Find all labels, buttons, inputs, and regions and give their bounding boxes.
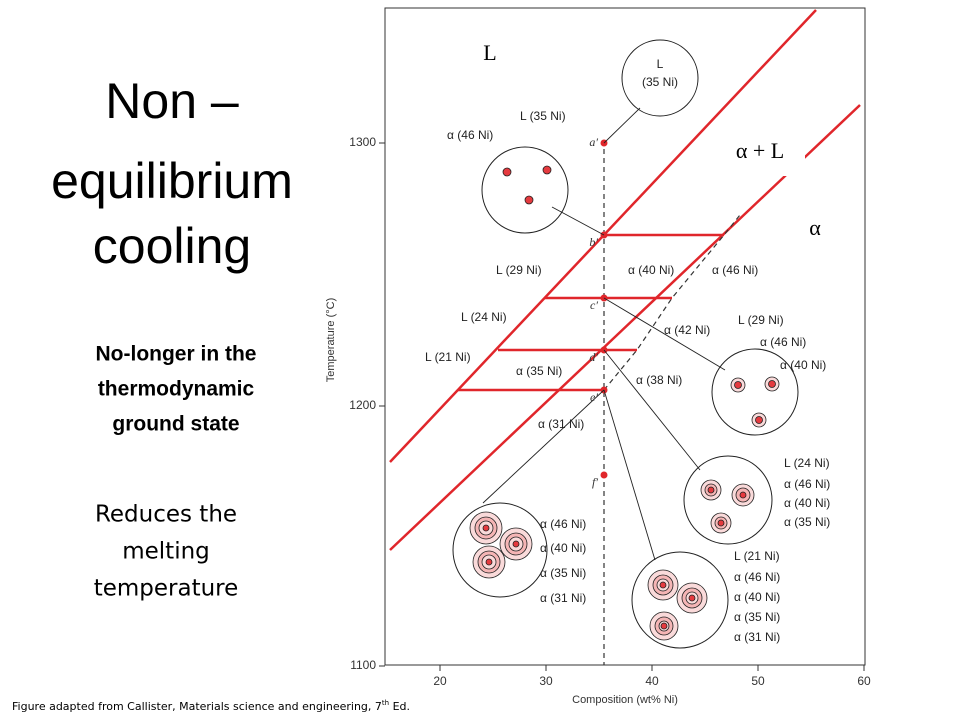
grain-ring xyxy=(707,486,715,494)
y-tick-label: 1300 xyxy=(349,135,376,149)
annotation: α (46 Ni) xyxy=(447,128,493,142)
microstructure xyxy=(683,455,773,545)
annotation: α (31 Ni) xyxy=(540,591,586,605)
title-line: Non – xyxy=(105,73,239,129)
x-tick-label: 60 xyxy=(857,674,871,688)
annotation: α (46 Ni) xyxy=(734,570,780,584)
region-label: L xyxy=(483,40,496,65)
microstructure xyxy=(711,348,799,436)
annotation: α (40 Ni) xyxy=(540,541,586,555)
grain-ring xyxy=(659,581,667,589)
grain-ring xyxy=(768,380,776,388)
leader-line xyxy=(603,349,701,471)
footer-sup: th xyxy=(382,699,389,707)
grain-ring xyxy=(717,519,725,527)
y-axis-title: Temperature (°C) xyxy=(325,298,337,382)
grain-ring xyxy=(524,195,534,205)
microstructure xyxy=(621,39,699,117)
annotation: L xyxy=(657,57,664,71)
point xyxy=(600,471,608,479)
annotation: L (29 Ni) xyxy=(496,263,542,277)
title-line: equilibrium xyxy=(51,153,293,209)
grain-ring xyxy=(542,165,552,175)
footer-text: Ed. xyxy=(389,700,410,713)
annotation: L (21 Ni) xyxy=(425,350,471,364)
region-label: α xyxy=(809,215,821,240)
body-line: temperature xyxy=(94,576,239,602)
leader-line xyxy=(603,389,656,561)
subtitle-line: thermodynamic xyxy=(98,378,255,401)
leader-line xyxy=(603,107,641,144)
grain-ring xyxy=(660,622,668,630)
annotation: L (21 Ni) xyxy=(734,549,780,563)
annotation: α (40 Ni) xyxy=(734,590,780,604)
annotation: L (24 Ni) xyxy=(784,456,830,470)
point-label: c′ xyxy=(590,298,598,312)
annotation: L (35 Ni) xyxy=(520,109,566,123)
annotation: α (42 Ni) xyxy=(664,323,710,337)
annotation: α (46 Ni) xyxy=(712,263,758,277)
label-background xyxy=(715,128,805,176)
x-tick-label: 30 xyxy=(539,674,553,688)
solidus-line xyxy=(389,104,861,551)
point-label: a′ xyxy=(589,135,598,149)
microstructure xyxy=(481,146,569,234)
annotation: α (35 Ni) xyxy=(784,515,830,529)
x-tick-label: 40 xyxy=(645,674,659,688)
annotation: α (31 Ni) xyxy=(538,417,584,431)
annotation: α (35 Ni) xyxy=(516,364,562,378)
annotation: α (40 Ni) xyxy=(784,496,830,510)
region-label: α + L xyxy=(736,138,784,163)
grain-ring xyxy=(512,540,520,548)
leader-line xyxy=(482,389,605,504)
footer: Figure adapted from Callister, Materials… xyxy=(12,699,410,713)
annotation: α (46 Ni) xyxy=(760,335,806,349)
grain-ring xyxy=(485,558,493,566)
footer-text: Figure adapted from Callister, Materials… xyxy=(12,700,382,713)
grain-ring xyxy=(739,491,747,499)
x-tick-label: 20 xyxy=(433,674,447,688)
y-tick-label: 1100 xyxy=(350,658,376,672)
x-tick-label: 50 xyxy=(751,674,765,688)
x-axis-title: Composition (wt% Ni) xyxy=(572,694,678,706)
point-label: b′ xyxy=(589,235,598,249)
annotation: α (46 Ni) xyxy=(540,517,586,531)
annotation: α (31 Ni) xyxy=(734,630,780,644)
subtitle-line: No-longer in the xyxy=(96,343,257,366)
annotation: α (46 Ni) xyxy=(784,477,830,491)
subtitle-line: ground state xyxy=(112,413,239,436)
plot-frame xyxy=(384,7,866,666)
leader-line xyxy=(603,297,726,371)
annotation: α (40 Ni) xyxy=(628,263,674,277)
annotation: α (38 Ni) xyxy=(636,373,682,387)
body-line: Reduces the xyxy=(95,502,237,528)
grain-ring xyxy=(482,524,490,532)
point-label: e′ xyxy=(590,390,598,404)
grain-ring xyxy=(755,416,763,424)
point-label: d′ xyxy=(589,350,598,364)
grain-ring xyxy=(688,594,696,602)
grain-ring xyxy=(734,381,742,389)
leader-line xyxy=(551,206,605,236)
grain-ring xyxy=(502,167,512,177)
annotation: α (40 Ni) xyxy=(780,358,826,372)
annotation: α (35 Ni) xyxy=(734,610,780,624)
annotation: L (24 Ni) xyxy=(461,310,507,324)
annotation: α (35 Ni) xyxy=(540,566,586,580)
title-line: cooling xyxy=(93,218,251,274)
point-label: f′ xyxy=(592,475,598,489)
annotation: L (29 Ni) xyxy=(738,313,784,327)
y-tick-label: 1200 xyxy=(349,398,376,412)
annotation: (35 Ni) xyxy=(642,75,678,89)
body-line: melting xyxy=(122,539,210,565)
